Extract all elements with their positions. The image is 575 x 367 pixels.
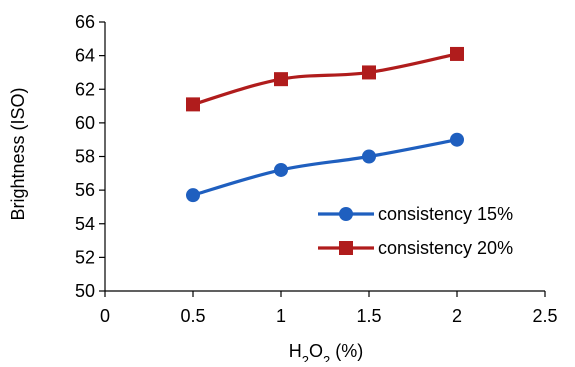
- x-tick-label: 2.5: [532, 306, 557, 326]
- y-tick-label: 56: [75, 180, 95, 200]
- legend-label: consistency 20%: [378, 238, 513, 258]
- legend-marker: [339, 241, 353, 255]
- series: [186, 46, 464, 203]
- series-line: [192, 52, 458, 106]
- data-point: [186, 188, 200, 203]
- series-1: [186, 132, 464, 203]
- y-tick-label: 62: [75, 79, 95, 99]
- x-tick-label: 2: [452, 306, 462, 326]
- legend-item: consistency 20%: [318, 238, 513, 258]
- x-tick-label: 1.5: [356, 306, 381, 326]
- x-tick-label: 0: [100, 306, 110, 326]
- data-point: [450, 132, 464, 147]
- legend: consistency 15% consistency 20%: [318, 204, 513, 258]
- data-point: [450, 46, 464, 61]
- y-tick-label: 52: [75, 247, 95, 267]
- y-tick-label: 60: [75, 113, 95, 133]
- y-tick-label: 50: [75, 281, 95, 301]
- y-tick-label: 54: [75, 214, 95, 234]
- series-2: [186, 46, 464, 112]
- data-point: [362, 149, 376, 164]
- x-axis-title: H2O2 (%): [289, 341, 363, 362]
- data-point: [186, 97, 200, 112]
- data-point: [362, 65, 376, 80]
- x-tick-label: 1: [276, 306, 286, 326]
- legend-label: consistency 15%: [378, 204, 513, 224]
- data-point: [274, 72, 288, 87]
- y-axis-title: Brightness (ISO): [8, 87, 28, 220]
- ticks: 50 52 54 56 58 60 62 64 66 0 0.5 1 1.5 2 2.5: [75, 12, 558, 326]
- data-point: [274, 162, 288, 177]
- y-tick-label: 58: [75, 147, 95, 167]
- y-tick-label: 66: [75, 12, 95, 32]
- legend-item: consistency 15%: [318, 204, 513, 224]
- legend-marker: [339, 207, 353, 221]
- series-line: [192, 138, 458, 197]
- x-tick-label: 0.5: [180, 306, 205, 326]
- y-tick-label: 64: [75, 46, 95, 66]
